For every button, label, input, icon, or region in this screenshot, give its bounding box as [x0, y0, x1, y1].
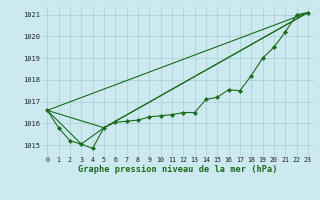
- X-axis label: Graphe pression niveau de la mer (hPa): Graphe pression niveau de la mer (hPa): [78, 165, 277, 174]
